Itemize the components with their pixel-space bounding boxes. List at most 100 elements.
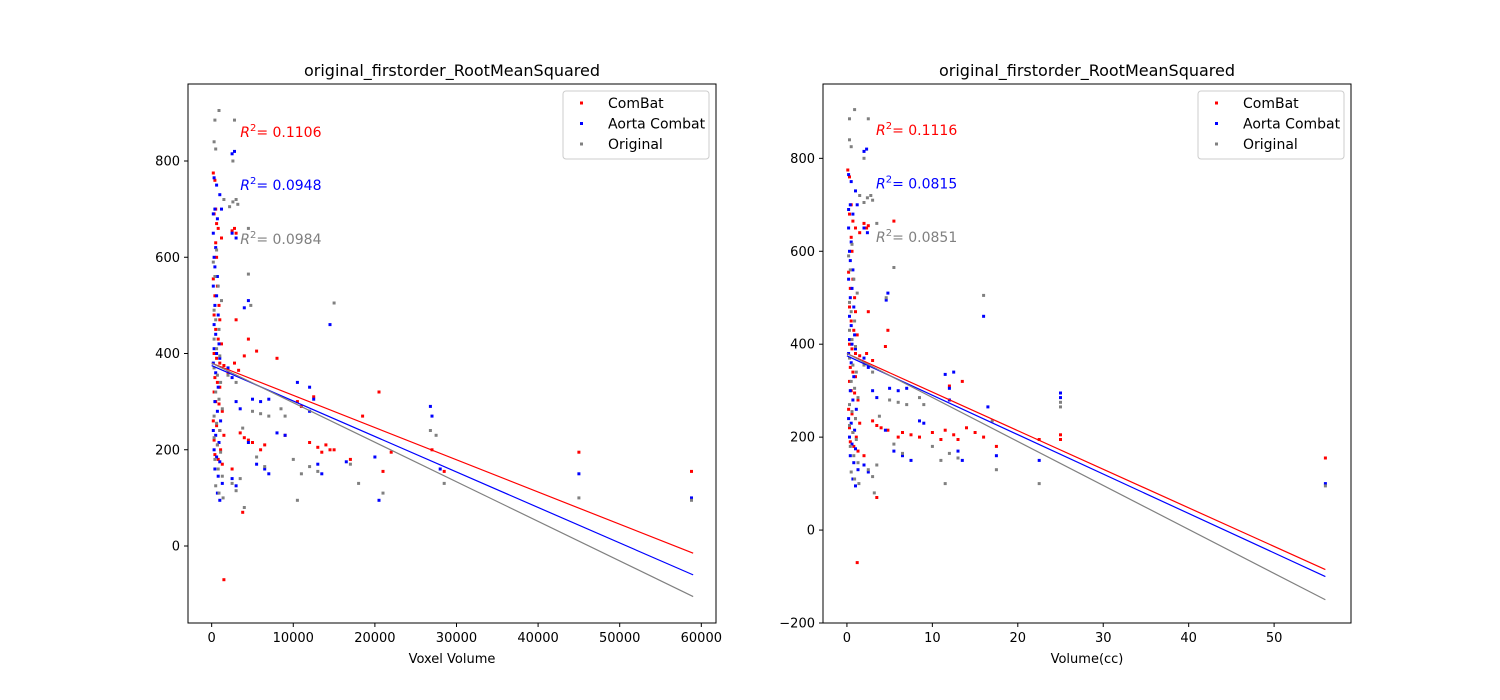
point-combat bbox=[952, 433, 956, 437]
point-original bbox=[1323, 484, 1327, 488]
point-combat bbox=[866, 310, 870, 314]
point-aorta-combat bbox=[220, 481, 224, 485]
legend-label-aorta-combat: Aorta Combat bbox=[1243, 117, 1341, 133]
point-original bbox=[848, 300, 851, 304]
point-original bbox=[220, 474, 224, 478]
point-original bbox=[212, 436, 216, 440]
fit-line-aorta-combat bbox=[211, 364, 694, 576]
point-aorta-combat bbox=[219, 419, 223, 423]
point-original bbox=[213, 457, 217, 461]
point-aorta-combat bbox=[233, 149, 236, 153]
point-original bbox=[848, 328, 851, 332]
point-combat bbox=[233, 226, 236, 230]
point-original bbox=[865, 196, 869, 200]
point-combat bbox=[848, 379, 851, 383]
point-original bbox=[214, 484, 218, 488]
point-original bbox=[214, 390, 218, 394]
point-combat bbox=[854, 310, 857, 314]
point-combat bbox=[246, 438, 250, 442]
point-combat bbox=[246, 337, 250, 341]
point-combat bbox=[242, 354, 246, 358]
point-combat bbox=[982, 435, 986, 439]
point-combat bbox=[848, 175, 851, 179]
right-scatter-panel: 0 10 20 30 40 50 −200 0 200 400 600 800 original_fir… bbox=[779, 61, 1352, 667]
point-combat bbox=[212, 438, 216, 442]
point-aorta-combat bbox=[986, 405, 990, 409]
point-combat bbox=[218, 361, 222, 365]
point-combat bbox=[850, 249, 854, 253]
point-combat bbox=[886, 428, 890, 432]
point-aorta-combat bbox=[242, 306, 246, 310]
point-original bbox=[990, 419, 994, 423]
point-combat bbox=[320, 450, 324, 454]
point-original bbox=[234, 380, 238, 384]
point-aorta-combat bbox=[275, 431, 279, 435]
point-aorta-combat bbox=[234, 484, 238, 488]
point-original bbox=[982, 293, 986, 297]
point-combat bbox=[875, 496, 879, 499]
point-combat bbox=[866, 224, 870, 228]
point-aorta-combat bbox=[213, 303, 217, 307]
point-aorta-combat bbox=[211, 212, 215, 216]
legend-label-aorta-combat: Aorta Combat bbox=[608, 117, 706, 133]
point-combat bbox=[220, 409, 224, 413]
point-original bbox=[854, 438, 858, 441]
point-aorta-combat bbox=[851, 477, 855, 481]
point-combat bbox=[853, 296, 857, 300]
point-aorta-combat bbox=[848, 296, 852, 300]
point-aorta-combat bbox=[865, 147, 869, 151]
point-aorta-combat bbox=[943, 372, 947, 376]
y-tick-label: 600 bbox=[790, 245, 815, 260]
point-combat bbox=[361, 414, 365, 418]
point-aorta-combat bbox=[226, 366, 230, 370]
point-aorta-combat bbox=[316, 462, 320, 466]
chart-title: original_firstorder_RootMeanSquared bbox=[939, 61, 1235, 81]
point-combat bbox=[850, 412, 854, 416]
point-original bbox=[226, 373, 230, 377]
point-aorta-combat bbox=[216, 385, 220, 389]
point-original bbox=[263, 465, 267, 469]
point-original bbox=[267, 414, 271, 418]
point-original bbox=[217, 397, 221, 401]
point-aorta-combat bbox=[212, 323, 216, 327]
point-combat bbox=[856, 398, 860, 402]
point-original bbox=[852, 454, 856, 458]
point-combat bbox=[259, 448, 263, 452]
point-original bbox=[216, 284, 220, 288]
point-combat bbox=[324, 443, 328, 447]
point-original bbox=[1059, 405, 1062, 409]
point-original bbox=[236, 202, 240, 206]
point-combat bbox=[854, 375, 857, 379]
point-original bbox=[854, 417, 857, 421]
point-original bbox=[217, 327, 221, 331]
point-combat bbox=[855, 561, 859, 565]
fit-line-combat bbox=[846, 352, 1326, 571]
chart-title: original_firstorder_RootMeanSquared bbox=[304, 61, 600, 81]
point-combat bbox=[1059, 438, 1062, 441]
legend-marker-original bbox=[1215, 142, 1218, 146]
point-aorta-combat bbox=[577, 472, 581, 476]
point-aorta-combat bbox=[849, 421, 853, 425]
point-combat bbox=[242, 436, 246, 440]
point-aorta-combat bbox=[851, 398, 855, 402]
point-aorta-combat bbox=[982, 314, 986, 318]
point-original bbox=[212, 366, 216, 370]
point-original bbox=[943, 482, 947, 486]
x-tick-label: 20000 bbox=[354, 631, 395, 646]
point-combat bbox=[994, 444, 998, 448]
y-tick-label: 800 bbox=[155, 155, 180, 170]
point-aorta-combat bbox=[267, 472, 271, 476]
point-aorta-combat bbox=[215, 294, 219, 298]
point-aorta-combat bbox=[214, 371, 218, 375]
point-aorta-combat bbox=[218, 356, 222, 360]
point-original bbox=[231, 200, 235, 204]
point-original bbox=[214, 318, 218, 322]
point-aorta-combat bbox=[234, 400, 238, 404]
point-original bbox=[862, 363, 866, 367]
point-aorta-combat bbox=[238, 407, 242, 411]
point-original bbox=[875, 463, 879, 467]
point-original bbox=[850, 338, 854, 342]
x-tick-label: 30000 bbox=[436, 631, 477, 646]
series-combat bbox=[846, 168, 1327, 565]
fit-line-aorta-combat bbox=[846, 355, 1326, 578]
